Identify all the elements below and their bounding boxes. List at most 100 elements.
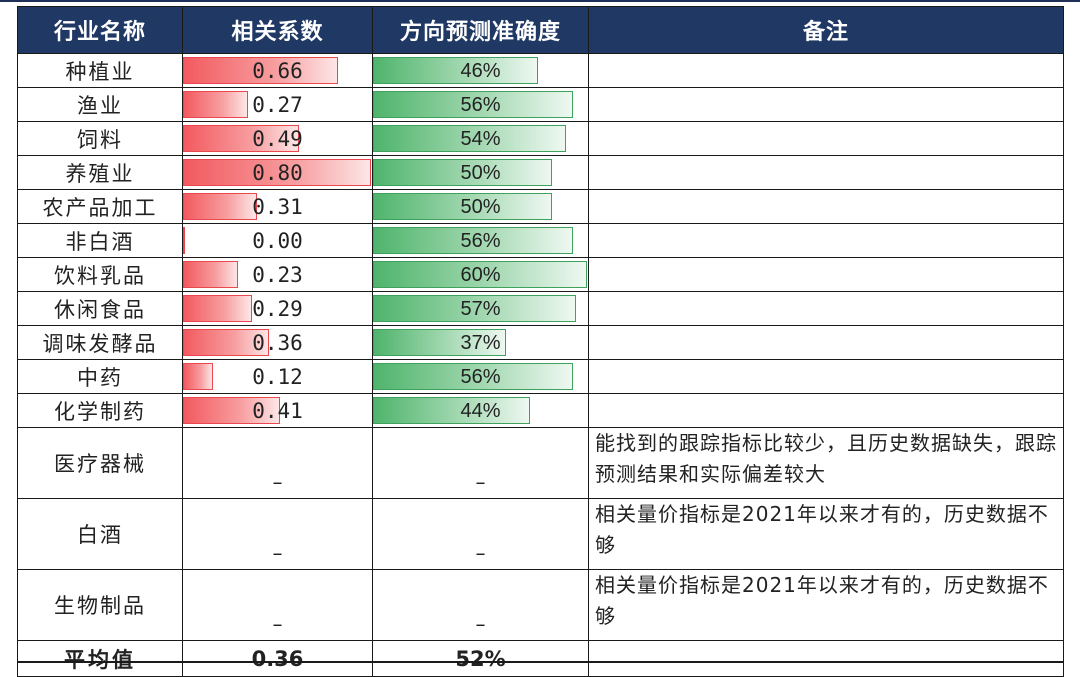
average-correlation: 0.36 bbox=[182, 640, 373, 677]
industry-name: 渔业 bbox=[17, 87, 183, 122]
correlation-databar bbox=[183, 295, 252, 322]
remark-cell bbox=[588, 359, 1064, 394]
accuracy-cell: 54% bbox=[372, 121, 589, 156]
accuracy-databar bbox=[373, 159, 552, 186]
correlation-cell: 0.80 bbox=[182, 155, 373, 190]
remark-cell bbox=[588, 189, 1064, 224]
industry-name: 饮料乳品 bbox=[17, 257, 183, 292]
accuracy-value: – bbox=[372, 427, 589, 499]
accuracy-cell: 60% bbox=[372, 257, 589, 292]
correlation-cell: 0.23 bbox=[182, 257, 373, 292]
correlation-cell: 0.27 bbox=[182, 87, 373, 122]
industry-name: 饲料 bbox=[17, 121, 183, 156]
note-rows: 医疗器械 – – 能找到的跟踪指标比较少，且历史数据缺失，跟踪预测结果和实际偏差较大白… bbox=[17, 427, 1064, 641]
correlation-value: – bbox=[182, 427, 373, 499]
industry-name: 白酒 bbox=[17, 498, 183, 570]
correlation-cell: 0.41 bbox=[182, 393, 373, 428]
accuracy-value: 46% bbox=[460, 60, 501, 82]
accuracy-databar bbox=[373, 261, 587, 288]
table-row: 白酒 – – 相关量价指标是2021年以来才有的，历史数据不够 bbox=[17, 498, 1064, 570]
correlation-value: – bbox=[182, 498, 373, 570]
correlation-databar bbox=[183, 193, 257, 220]
accuracy-value: – bbox=[372, 569, 589, 641]
correlation-databar bbox=[183, 91, 248, 118]
remark-cell bbox=[588, 393, 1064, 428]
industry-name: 化学制药 bbox=[17, 393, 183, 428]
header-direction-accuracy: 方向预测准确度 bbox=[372, 6, 589, 54]
accuracy-databar bbox=[373, 363, 573, 390]
industry-name: 种植业 bbox=[17, 53, 183, 88]
correlation-databar bbox=[183, 261, 238, 288]
remark-cell bbox=[588, 87, 1064, 122]
accuracy-databar bbox=[373, 193, 552, 220]
table-row: 农产品加工 0.31 50% bbox=[17, 189, 1064, 224]
remark-text: 能找到的跟踪指标比较少，且历史数据缺失，跟踪预测结果和实际偏差较大 bbox=[588, 427, 1064, 499]
table-row: 渔业 0.27 56% bbox=[17, 87, 1064, 122]
industry-name: 医疗器械 bbox=[17, 427, 183, 499]
remark-text: 相关量价指标是2021年以来才有的，历史数据不够 bbox=[588, 498, 1064, 570]
industry-name: 中药 bbox=[17, 359, 183, 394]
correlation-cell: 0.00 bbox=[182, 223, 373, 258]
table-row: 非白酒 0.00 56% bbox=[17, 223, 1064, 258]
correlation-databar bbox=[183, 329, 269, 356]
remark-cell bbox=[588, 223, 1064, 258]
table-row: 养殖业 0.80 50% bbox=[17, 155, 1064, 190]
accuracy-databar bbox=[373, 295, 576, 322]
correlation-value: 0.31 bbox=[252, 194, 303, 219]
accuracy-value: 56% bbox=[460, 230, 501, 252]
accuracy-value: 60% bbox=[460, 264, 501, 286]
accuracy-value: 44% bbox=[460, 400, 501, 422]
correlation-value: 0.49 bbox=[252, 126, 303, 151]
correlation-cell: 0.12 bbox=[182, 359, 373, 394]
data-rows: 种植业 0.66 46% 渔业 0.27 56% 饲料 0.49 54% 养殖业 0.80 50% 农产… bbox=[17, 53, 1064, 428]
industry-name: 生物制品 bbox=[17, 569, 183, 641]
table-row: 调味发酵品 0.36 37% bbox=[17, 325, 1064, 360]
accuracy-cell: 50% bbox=[372, 189, 589, 224]
correlation-value: 0.23 bbox=[252, 262, 303, 287]
correlation-cell: 0.49 bbox=[182, 121, 373, 156]
correlation-value: 0.27 bbox=[252, 92, 303, 117]
top-rule bbox=[0, 0, 1080, 2]
table-row: 医疗器械 – – 能找到的跟踪指标比较少，且历史数据缺失，跟踪预测结果和实际偏差较大 bbox=[17, 427, 1064, 499]
remark-cell bbox=[588, 53, 1064, 88]
table-row: 种植业 0.66 46% bbox=[17, 53, 1064, 88]
table-row: 饮料乳品 0.23 60% bbox=[17, 257, 1064, 292]
header-industry-name: 行业名称 bbox=[17, 6, 183, 54]
remark-text: 相关量价指标是2021年以来才有的，历史数据不够 bbox=[588, 569, 1064, 641]
correlation-databar bbox=[183, 363, 213, 390]
correlation-value: 0.41 bbox=[252, 398, 303, 423]
correlation-value: 0.29 bbox=[252, 296, 303, 321]
accuracy-databar bbox=[373, 57, 538, 84]
accuracy-value: 57% bbox=[460, 298, 501, 320]
remark-cell bbox=[588, 325, 1064, 360]
correlation-cell: 0.31 bbox=[182, 189, 373, 224]
header-correlation: 相关系数 bbox=[182, 6, 373, 54]
correlation-cell: 0.66 bbox=[182, 53, 373, 88]
correlation-value: – bbox=[182, 569, 373, 641]
remark-cell bbox=[588, 291, 1064, 326]
accuracy-value: 56% bbox=[460, 366, 501, 388]
industry-name: 农产品加工 bbox=[17, 189, 183, 224]
accuracy-cell: 44% bbox=[372, 393, 589, 428]
industry-name: 养殖业 bbox=[17, 155, 183, 190]
industry-name: 休闲食品 bbox=[17, 291, 183, 326]
industry-name: 调味发酵品 bbox=[17, 325, 183, 360]
header-remarks: 备注 bbox=[588, 6, 1064, 54]
industry-name: 非白酒 bbox=[17, 223, 183, 258]
accuracy-value: – bbox=[372, 498, 589, 570]
accuracy-databar bbox=[373, 397, 530, 424]
average-row: 平均值 0.36 52% bbox=[17, 640, 1064, 677]
accuracy-databar bbox=[373, 227, 573, 254]
correlation-databar bbox=[183, 227, 187, 254]
remark-cell bbox=[588, 155, 1064, 190]
correlation-cell: 0.36 bbox=[182, 325, 373, 360]
table-row: 休闲食品 0.29 57% bbox=[17, 291, 1064, 326]
accuracy-value: 56% bbox=[460, 94, 501, 116]
average-accuracy: 52% bbox=[372, 640, 589, 677]
bottom-rule bbox=[17, 661, 1063, 663]
remark-cell bbox=[588, 257, 1064, 292]
correlation-value: 0.12 bbox=[252, 364, 303, 389]
accuracy-cell: 50% bbox=[372, 155, 589, 190]
correlation-databar bbox=[183, 57, 338, 84]
correlation-value: 0.66 bbox=[252, 58, 303, 83]
